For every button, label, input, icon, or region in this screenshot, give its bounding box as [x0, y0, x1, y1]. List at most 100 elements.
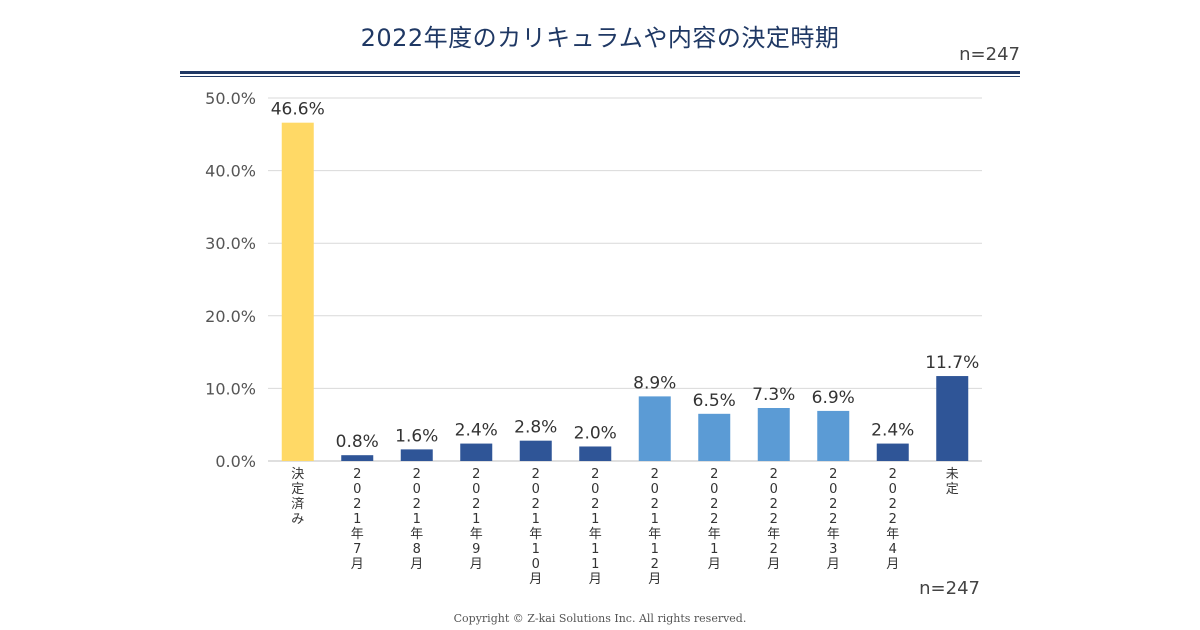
x-tick-label-char: 0: [532, 482, 540, 497]
bar: [579, 446, 612, 461]
x-tick-label-char: 月: [470, 557, 483, 572]
x-tick-label-char: 2: [532, 467, 540, 482]
y-tick-label: 10.0%: [205, 379, 256, 398]
x-tick-label-char: 2: [829, 467, 837, 482]
data-label: 2.0%: [574, 423, 617, 443]
x-tick-label-char: 1: [472, 512, 480, 527]
x-tick-label-char: 2: [770, 497, 778, 512]
x-tick-label-char: 1: [591, 542, 599, 557]
x-tick-label-char: 0: [591, 482, 599, 497]
x-tick-label-char: 2: [353, 467, 361, 482]
y-tick-label: 0.0%: [215, 452, 256, 471]
x-tick-label-char: 2: [591, 467, 599, 482]
x-tick-label-char: 2: [710, 467, 718, 482]
copyright-notice: Copyright © Z-kai Solutions Inc. All rig…: [453, 612, 747, 625]
x-tick-label-char: 2: [710, 497, 718, 512]
x-tick-label-char: 1: [413, 512, 421, 527]
bar: [698, 413, 731, 461]
x-tick-label-char: 2: [413, 497, 421, 512]
x-tick-label-char: 1: [532, 512, 540, 527]
x-tick-label-char: 7: [353, 542, 361, 557]
x-tick-label-char: 1: [532, 542, 540, 557]
x-tick-label-char: 年: [886, 527, 899, 542]
x-tick-label-char: 0: [829, 482, 837, 497]
y-tick-label: 50.0%: [205, 89, 256, 108]
x-tick-label-char: 年: [529, 527, 542, 542]
x-tick-label-char: 0: [413, 482, 421, 497]
x-tick-label-char: 決: [291, 467, 304, 482]
x-tick-label-char: 月: [767, 557, 780, 572]
x-tick-label-char: 年: [708, 527, 721, 542]
x-tick-label-char: 2: [770, 512, 778, 527]
x-tick-label-char: 定: [946, 482, 959, 497]
x-tick-label-char: 2: [651, 467, 659, 482]
bar: [400, 449, 433, 461]
bar: [281, 122, 314, 462]
x-tick-label-char: 年: [351, 527, 364, 542]
title-rule-thick: [180, 71, 1020, 74]
x-tick-label-char: 0: [651, 482, 659, 497]
x-tick-label-char: 月: [827, 557, 840, 572]
x-tick-label-char: 1: [591, 557, 599, 572]
x-tick-label-char: 年: [589, 527, 602, 542]
x-tick-label-char: 2: [889, 512, 897, 527]
data-label: 7.3%: [752, 385, 795, 405]
sample-size-bottom: n=247: [919, 578, 980, 599]
x-tick-label-char: み: [291, 512, 304, 527]
x-tick-label-char: 年: [767, 527, 780, 542]
x-tick-label-char: 2: [770, 542, 778, 557]
x-tick-label-char: 2: [829, 512, 837, 527]
x-tick-label-char: 年: [470, 527, 483, 542]
bar: [638, 396, 671, 461]
x-tick-label-char: 9: [472, 542, 480, 557]
x-tick-label-char: 2: [651, 557, 659, 572]
data-label: 6.5%: [693, 391, 736, 411]
x-tick-label-char: 4: [889, 542, 897, 557]
x-tick-label-char: 月: [351, 557, 364, 572]
bar: [876, 443, 909, 461]
title-rule-thin: [180, 76, 1020, 77]
data-label: 2.4%: [871, 421, 914, 441]
x-tick-label-char: 2: [472, 497, 480, 512]
data-label: 0.8%: [336, 432, 379, 452]
x-tick-label-char: 2: [829, 497, 837, 512]
data-label: 6.9%: [812, 388, 855, 408]
x-tick-label-char: 年: [827, 527, 840, 542]
x-tick-label-char: 1: [591, 512, 599, 527]
x-tick-label-char: 0: [472, 482, 480, 497]
data-label: 2.4%: [455, 421, 498, 441]
x-tick-label-char: 3: [829, 542, 837, 557]
bar: [817, 410, 850, 461]
data-label: 1.6%: [395, 426, 438, 446]
x-tick-label-char: 2: [889, 467, 897, 482]
data-label: 8.9%: [633, 373, 676, 393]
x-tick-label-char: 月: [886, 557, 899, 572]
x-tick-label-char: 未: [946, 467, 959, 482]
x-tick-label-char: 月: [589, 572, 602, 587]
x-tick-label-char: 0: [532, 557, 540, 572]
x-tick-label-char: 1: [710, 542, 718, 557]
x-tick-label-char: 2: [651, 497, 659, 512]
x-tick-label-char: 済: [291, 496, 304, 512]
data-label: 11.7%: [925, 353, 979, 373]
data-label: 46.6%: [271, 100, 325, 120]
bar: [519, 440, 552, 461]
x-tick-label-char: 定: [291, 482, 304, 497]
x-tick-label-char: 2: [413, 467, 421, 482]
data-label: 2.8%: [514, 418, 557, 438]
x-tick-label-char: 年: [648, 527, 661, 542]
x-tick-label-char: 2: [472, 467, 480, 482]
sample-size-top: n=247: [959, 44, 1020, 65]
bar: [460, 443, 493, 461]
x-tick-label-char: 月: [708, 557, 721, 572]
x-tick-label-char: 0: [889, 482, 897, 497]
x-tick-label-char: 月: [529, 572, 542, 587]
x-tick-label-char: 1: [353, 512, 361, 527]
x-tick-label-char: 年: [410, 527, 423, 542]
x-tick-label-char: 2: [532, 497, 540, 512]
x-tick-label-char: 0: [353, 482, 361, 497]
x-tick-label-char: 8: [413, 542, 421, 557]
x-tick-label-char: 2: [889, 497, 897, 512]
y-tick-label: 30.0%: [205, 234, 256, 253]
